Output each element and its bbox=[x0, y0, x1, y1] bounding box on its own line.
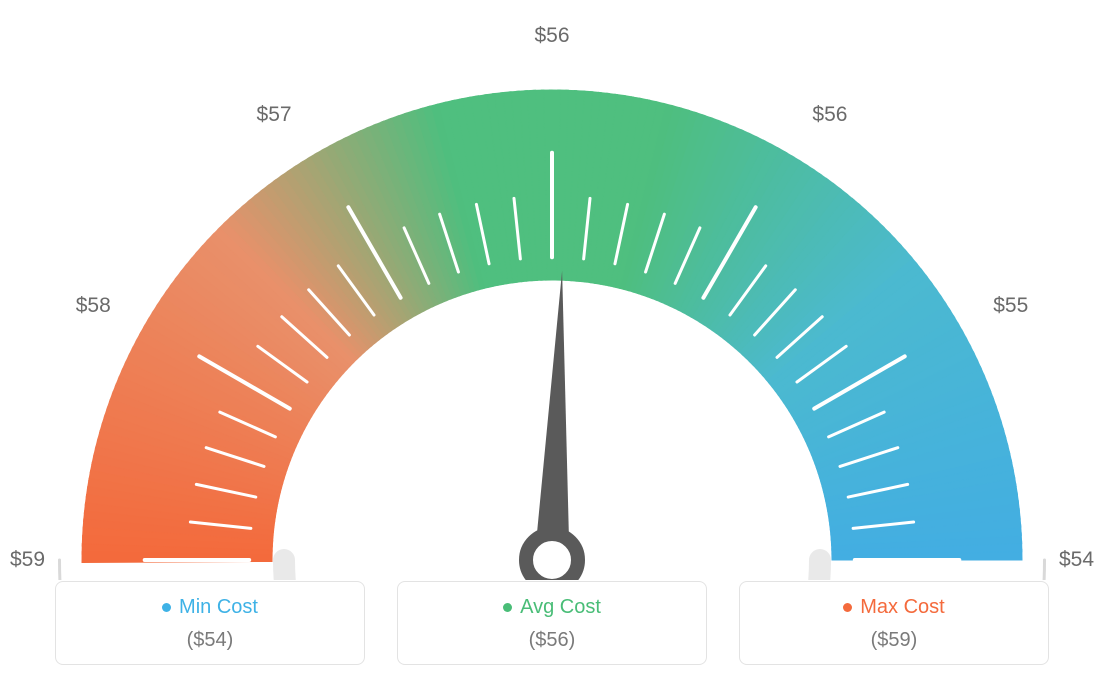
gauge-tick-label: $56 bbox=[812, 103, 847, 127]
legend-title-max: Max Cost bbox=[843, 596, 944, 619]
gauge-tick-label: $58 bbox=[76, 294, 111, 318]
legend-label-max: Max Cost bbox=[860, 596, 944, 619]
legend-dot-avg bbox=[503, 603, 512, 612]
legend-card-avg: Avg Cost ($56) bbox=[397, 581, 707, 665]
legend-label-min: Min Cost bbox=[179, 596, 258, 619]
legend-value-avg: ($56) bbox=[408, 629, 696, 652]
gauge-tick-label: $55 bbox=[993, 294, 1028, 318]
gauge-svg bbox=[22, 20, 1082, 580]
gauge-tick-label: $54 bbox=[1059, 548, 1094, 572]
gauge: $54$55$56$56$57$58$59 bbox=[22, 20, 1082, 580]
legend-dot-min bbox=[162, 603, 171, 612]
legend-value-min: ($54) bbox=[66, 629, 354, 652]
legend-card-max: Max Cost ($59) bbox=[739, 581, 1049, 665]
legend-title-avg: Avg Cost bbox=[503, 596, 601, 619]
gauge-chart-container: $54 $55 $56 $56 $57 $58 $59 Min Cost ($54) Avg… bbox=[0, 0, 1104, 690]
legend-card-min: Min Cost ($54) bbox=[55, 581, 365, 665]
gauge-tick-label: $59 bbox=[10, 548, 45, 572]
legend-row: Min Cost ($54) Avg Cost ($56) Max Cost (… bbox=[0, 581, 1104, 665]
legend-title-min: Min Cost bbox=[162, 596, 258, 619]
legend-value-max: ($59) bbox=[750, 629, 1038, 652]
legend-dot-max bbox=[843, 603, 852, 612]
legend-label-avg: Avg Cost bbox=[520, 596, 601, 619]
gauge-tick-label: $56 bbox=[534, 24, 569, 48]
gauge-tick-label: $57 bbox=[257, 103, 292, 127]
